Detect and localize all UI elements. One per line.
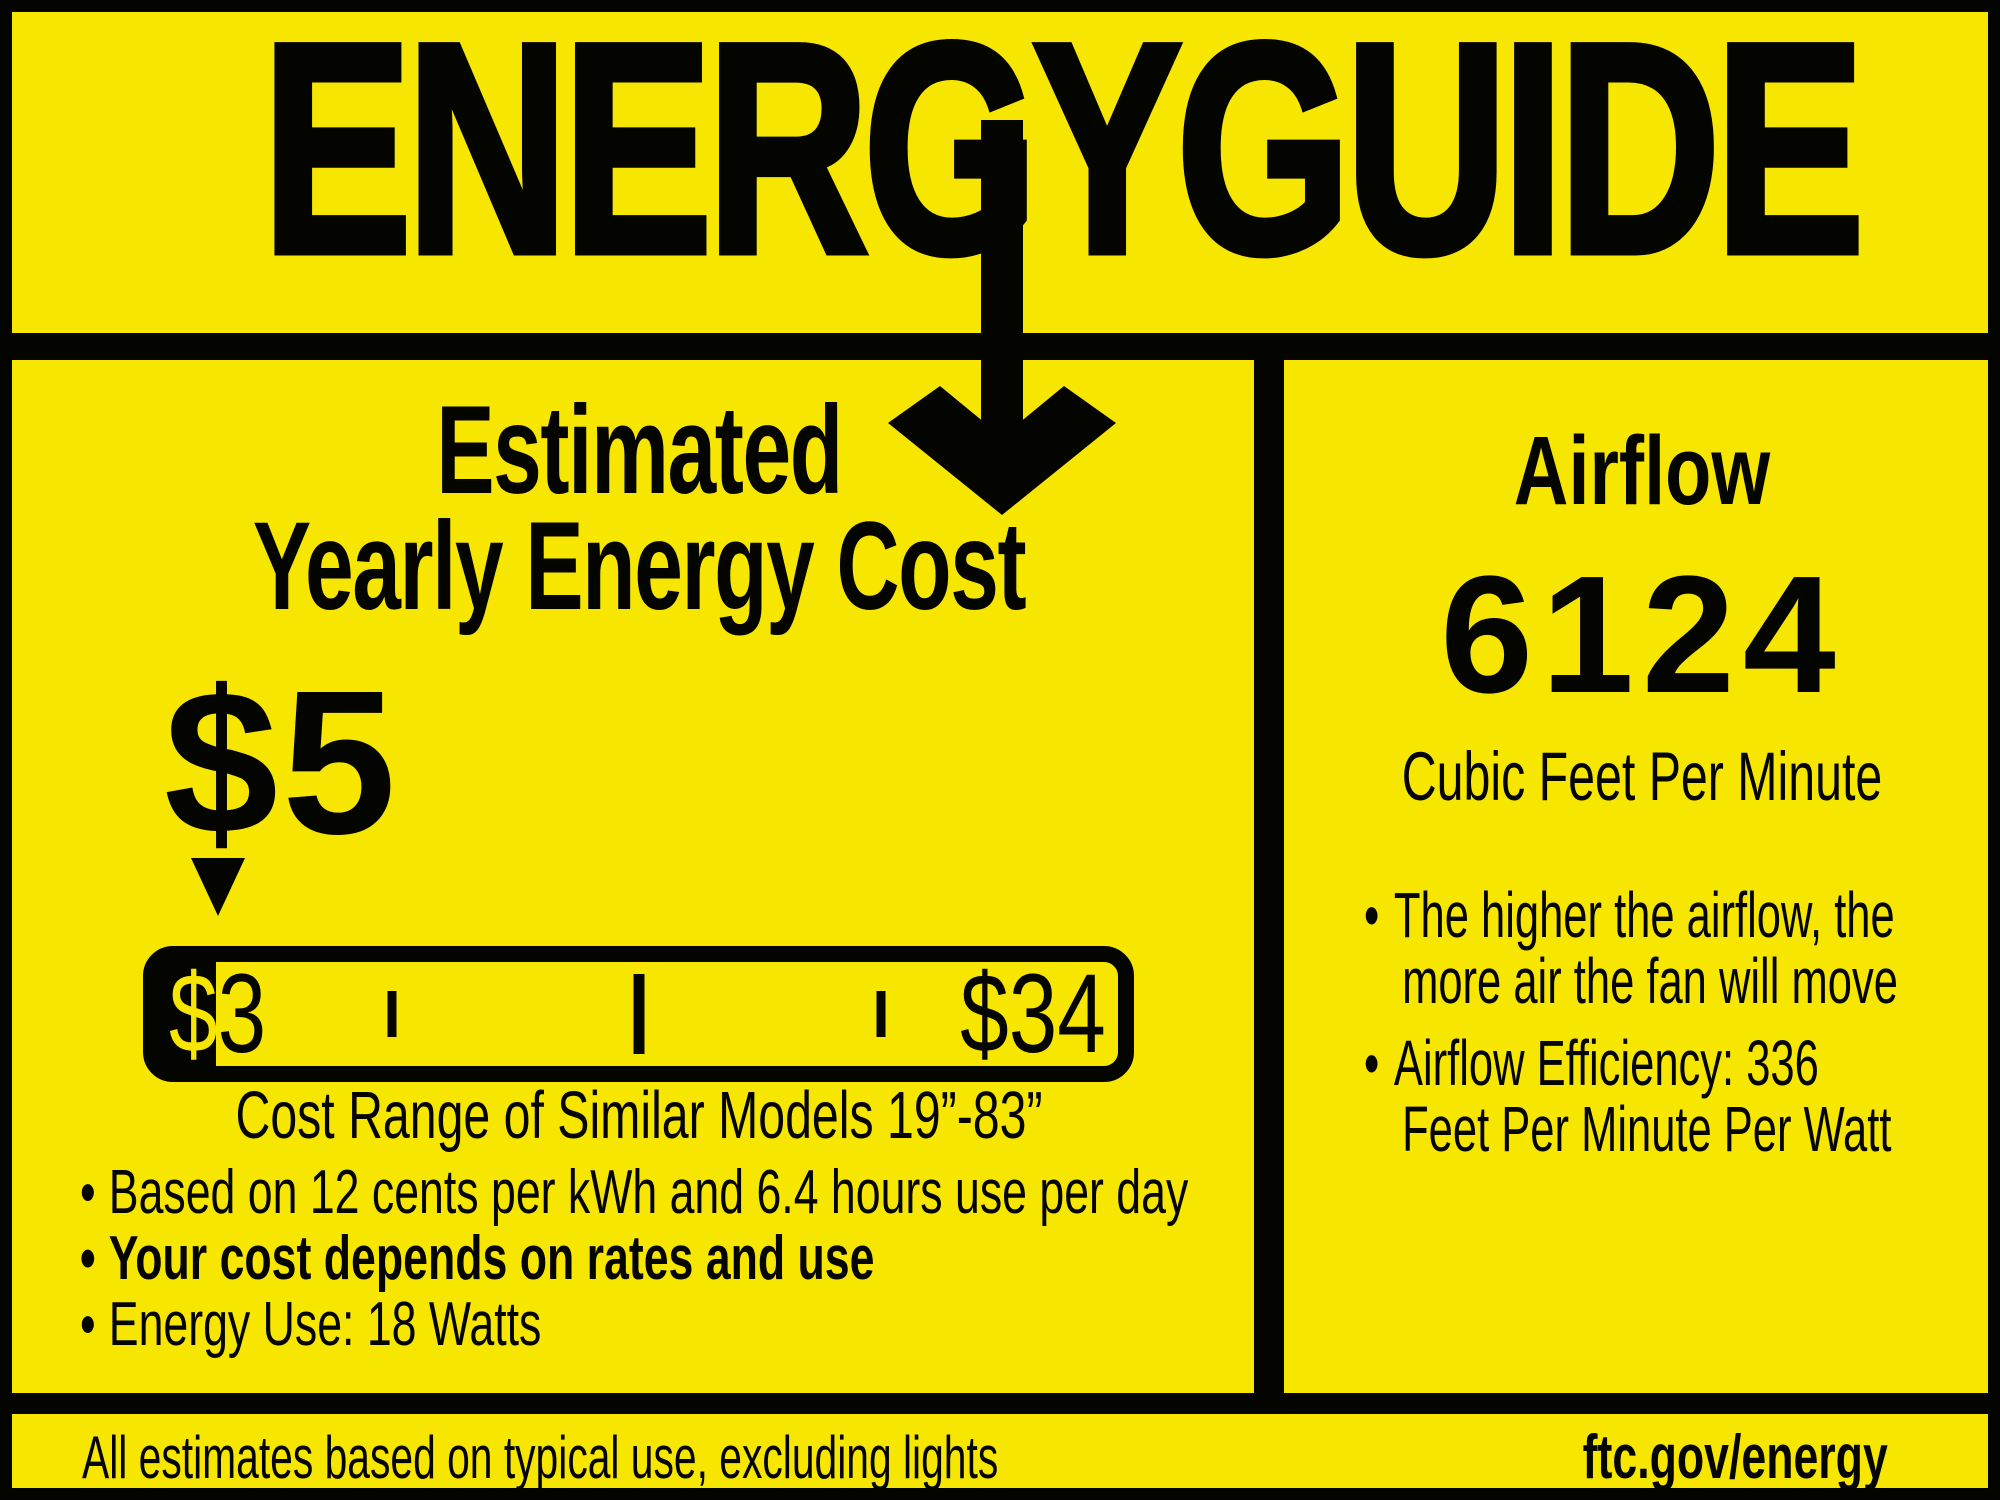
cost-range-scale: $3 $34 [143, 946, 1134, 1082]
scale-tick-50 [633, 974, 644, 1054]
airflow-note-efficiency-line1: Airflow Efficiency: 336 [1393, 1027, 1819, 1099]
scale-min-label: $3 [169, 958, 266, 1070]
column-divider [1254, 360, 1284, 1393]
cost-note-basis: Based on 12 cents per kWh and 6.4 hours … [80, 1160, 1188, 1227]
down-arrow-icon [888, 120, 1116, 515]
label-title: ENERGYGUIDE [259, 0, 1867, 316]
cost-note-depends: Your cost depends on rates and use [80, 1226, 1188, 1293]
bottom-divider [12, 1393, 1988, 1414]
cost-notes-list: Based on 12 cents per kWh and 6.4 hours … [80, 1160, 1188, 1359]
footer: All estimates based on typical use, excl… [24, 1414, 1988, 1492]
airflow-panel: Airflow 6124 Cubic Feet Per Minute The h… [1284, 360, 1988, 1393]
scale-tick-75 [876, 991, 886, 1037]
scale-min-currency: $ [169, 951, 218, 1076]
footer-url: ftc.gov/energy [1582, 1423, 1888, 1492]
cost-pointer-icon [191, 858, 245, 916]
scale-tick-25 [387, 991, 397, 1037]
cost-heading-line2: Yearly Energy Cost [252, 497, 1027, 636]
airflow-note-efficiency-line2: Feet Per Minute Per Watt [1402, 1093, 1892, 1165]
scale-max-label: $34 [960, 951, 1106, 1076]
airflow-note-higher-line2: more air the fan will move [1402, 945, 1898, 1017]
scale-caption: Cost Range of Similar Models 19”-83” [235, 1078, 1043, 1153]
airflow-note-higher-line1: The higher the airflow, the [1393, 879, 1895, 951]
airflow-value: 6124 [1440, 542, 1844, 728]
airflow-heading: Airflow [1513, 416, 1771, 525]
cost-heading-line1: Estimated [436, 381, 843, 520]
scale-marker-strip [156, 959, 216, 1069]
scale-min-digits: 3 [217, 951, 267, 1076]
airflow-unit: Cubic Feet Per Minute [1401, 738, 1883, 815]
footer-note: All estimates based on typical use, excl… [82, 1424, 999, 1491]
airflow-note-efficiency: Airflow Efficiency: 336 Feet Per Minute … [1364, 1030, 1898, 1162]
estimated-cost-panel: Estimated Yearly Energy Cost $5 $3 $34 C… [24, 360, 1254, 1393]
airflow-notes-list: The higher the airflow, the more air the… [1364, 882, 1898, 1178]
airflow-note-higher: The higher the airflow, the more air the… [1364, 882, 1898, 1014]
estimated-cost-value: $5 [164, 648, 401, 877]
cost-note-energy-use: Energy Use: 18 Watts [80, 1292, 1188, 1359]
